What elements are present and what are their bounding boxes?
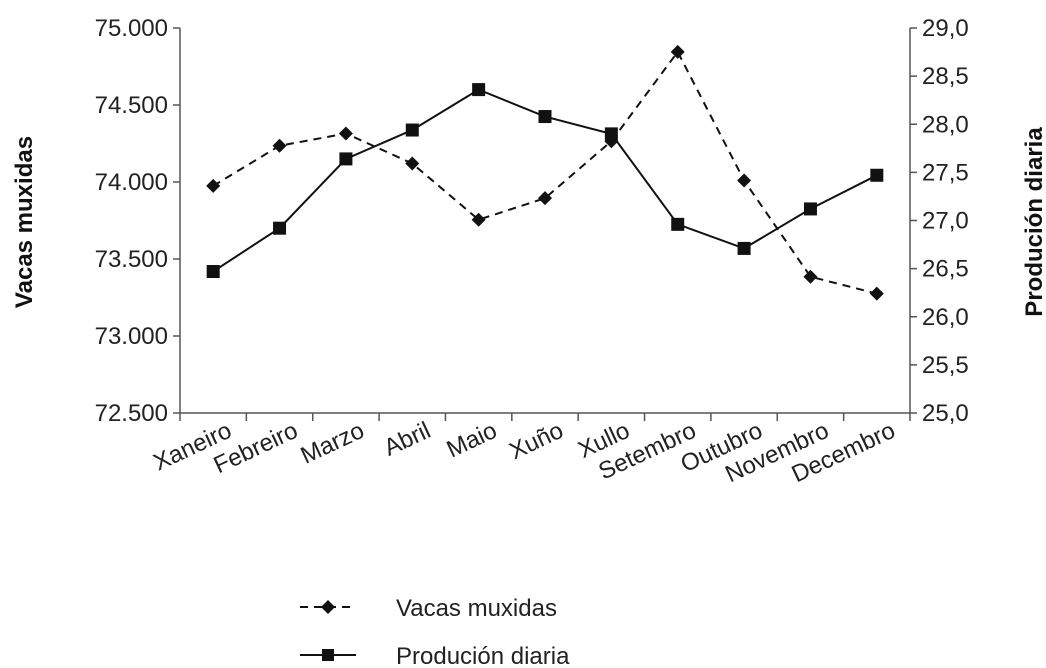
right-tick-label: 28,5 — [922, 63, 969, 90]
left-tick-label: 74.500 — [95, 92, 168, 119]
left-tick-label: 73.000 — [95, 323, 168, 350]
x-tick-label-xuno: Xuño — [505, 417, 567, 465]
right-tick-label: 25,5 — [922, 352, 969, 379]
point-producion-diaria-maio — [472, 83, 486, 97]
point-producion-diaria-outubro — [737, 241, 751, 255]
point-vacas-muxidas-xaneiro — [206, 178, 221, 193]
x-tick-label-marzo: Marzo — [297, 417, 369, 470]
point-producion-diaria-decembro — [870, 168, 884, 182]
left-tick-label: 75.000 — [95, 15, 168, 42]
point-vacas-muxidas-abril — [405, 156, 420, 171]
right-tick-label: 29,0 — [922, 15, 969, 42]
point-vacas-muxidas-decembro — [869, 286, 884, 301]
series-line-vacas-muxidas — [212, 50, 878, 295]
left-axis-title: Vacas muxidas — [11, 136, 38, 308]
legend-item-vacas-muxidas: Vacas muxidas — [300, 595, 557, 622]
legend-marker-square-icon — [322, 649, 334, 661]
right-tick-label: 26,0 — [922, 304, 969, 331]
series-vacas-muxidas — [206, 44, 884, 301]
left-tick-label: 74.000 — [95, 169, 168, 196]
right-tick-label: 28,0 — [922, 111, 969, 138]
right-axis-title: Produción diaria — [1021, 127, 1046, 317]
legend-label-vacas-muxidas: Vacas muxidas — [396, 595, 557, 622]
point-vacas-muxidas-maio — [471, 212, 486, 227]
right-tick-label: 27,5 — [922, 159, 969, 186]
x-tick-label-maio: Maio — [443, 417, 502, 463]
right-tick-label: 26,5 — [922, 256, 969, 283]
point-producion-diaria-novembro — [803, 202, 817, 216]
point-producion-diaria-xuno — [538, 110, 552, 124]
point-producion-diaria-abril — [405, 123, 419, 137]
point-vacas-muxidas-novembro — [803, 269, 818, 284]
legend-marker-diamond-icon — [321, 600, 335, 614]
point-vacas-muxidas-febreiro — [272, 138, 287, 153]
left-tick-label: 72.500 — [95, 400, 168, 427]
left-tick-label: 73.500 — [95, 246, 168, 273]
point-producion-diaria-febreiro — [273, 221, 287, 235]
x-tick-label-abril: Abril — [380, 417, 435, 462]
left-axis-ticks: 72.500 73.000 73.500 74.000 74.500 75.000 — [95, 15, 180, 427]
series-producion-diaria — [206, 83, 884, 279]
axes — [179, 28, 911, 414]
point-vacas-muxidas-setembro — [670, 44, 685, 59]
legend: Vacas muxidas Produción diaria — [300, 595, 570, 668]
right-tick-label: 27,0 — [922, 208, 969, 235]
right-axis-ticks: 25,0 25,5 26,0 26,5 27,0 27,5 28,0 28,5 29,0 — [910, 15, 969, 427]
right-tick-label: 25,0 — [922, 400, 969, 427]
point-producion-diaria-xullo — [604, 127, 618, 141]
point-producion-diaria-setembro — [671, 217, 685, 231]
legend-item-producion-diaria: Produción diaria — [300, 643, 570, 668]
legend-label-producion-diaria: Produción diaria — [396, 643, 570, 668]
point-vacas-muxidas-outubro — [737, 173, 752, 188]
series-layer — [206, 44, 884, 301]
point-producion-diaria-xaneiro — [206, 265, 220, 279]
point-vacas-muxidas-xuno — [538, 191, 552, 206]
point-vacas-muxidas-marzo — [338, 126, 353, 141]
point-producion-diaria-marzo — [339, 152, 353, 166]
